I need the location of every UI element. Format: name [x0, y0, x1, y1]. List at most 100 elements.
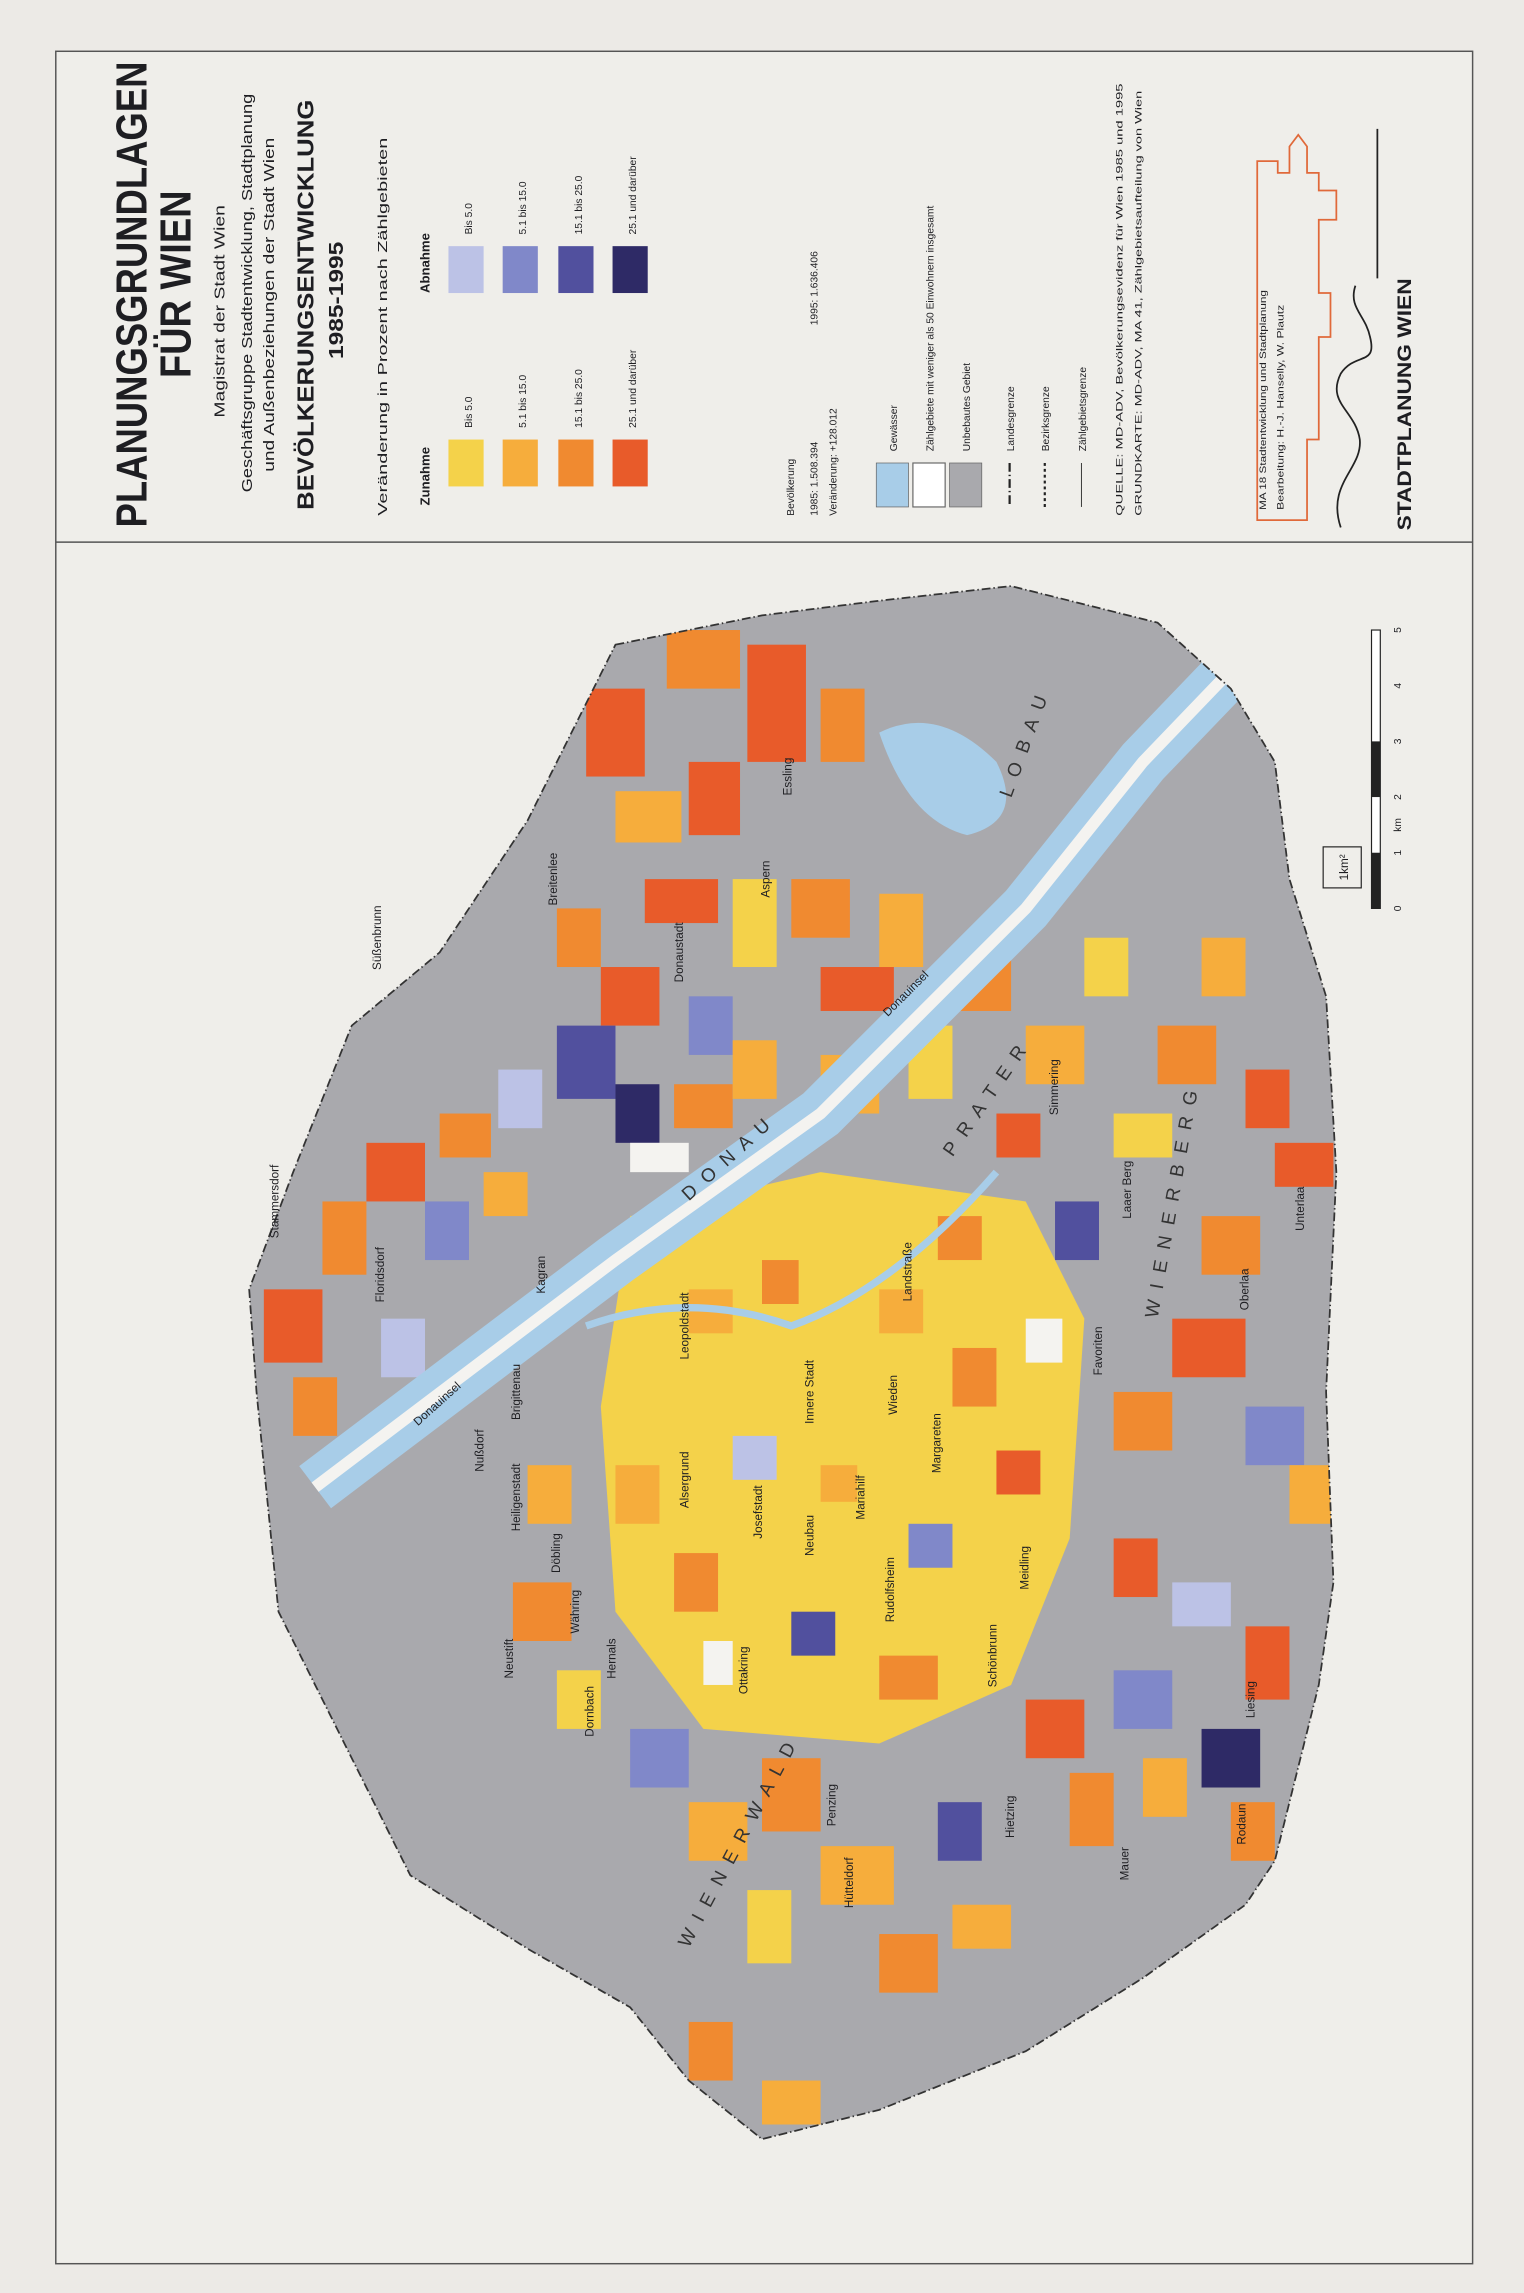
- map-patch: [1230, 1802, 1275, 1861]
- map-patch: [425, 1201, 469, 1261]
- scale-tick: 3: [1393, 738, 1404, 744]
- population-1985: 1985: 1.508.394: [810, 441, 821, 515]
- map-patch: [879, 1934, 938, 1993]
- map-label: Innere Stadt: [803, 1359, 816, 1424]
- legend-label: 25.1 und darüber: [628, 156, 639, 235]
- credit: Bearbeitung: H.-J. Hanselly, W. Plautz: [1276, 304, 1287, 509]
- scale-tick: 0: [1393, 905, 1404, 911]
- map-patch: [791, 879, 850, 938]
- map-label: Essling: [781, 758, 794, 796]
- map: [249, 586, 1337, 2140]
- map-label: Kagran: [535, 1256, 548, 1294]
- title: FÜR WIEN: [152, 190, 201, 378]
- legend-swatch: [448, 439, 484, 487]
- map-patch: [1289, 1465, 1334, 1524]
- map-label: Landstraße: [901, 1242, 914, 1301]
- map-patch: [1322, 846, 1362, 889]
- legend-group: Zunahme: [417, 447, 432, 506]
- map-patch: [747, 644, 806, 762]
- map-patch: [762, 1260, 799, 1305]
- map-patch: [644, 879, 719, 924]
- map-patch: [666, 630, 741, 689]
- population-label: Bevölkerung: [786, 458, 797, 515]
- map-patch: [584, 1169, 1000, 1330]
- map-patch: [820, 1846, 894, 1905]
- map-patch: [732, 1435, 777, 1480]
- map-patch: [762, 1758, 821, 1832]
- map-label: Stammersdorf: [268, 1164, 281, 1238]
- map-patch: [366, 1142, 426, 1202]
- credit: MA 18 Stadtentwicklung und Stadtplanung: [1258, 290, 1269, 510]
- state-border: [248, 585, 1338, 2141]
- source: GRUNDKARTE: MD-ADV, MA 41, Zählgebietsau…: [1133, 91, 1144, 516]
- map-label: Hütteldorf: [843, 1857, 856, 1909]
- symbol-swatch: [949, 462, 983, 508]
- legend-label: Bis 5.0: [464, 203, 475, 235]
- department: und Außenbeziehungen der Stadt Wien: [262, 138, 278, 472]
- map-patch: [498, 1069, 543, 1129]
- map-patch: [879, 893, 924, 968]
- map-patch: [556, 908, 601, 968]
- map-label: Mariahilf: [855, 1475, 868, 1520]
- map-label: Donaustadt: [673, 922, 686, 983]
- footer: STADTPLANUNG WIEN: [1395, 278, 1416, 530]
- signature: [1335, 128, 1379, 528]
- scale-bar: 1km² 0 1 km 2 3 4 5: [1322, 627, 1404, 911]
- legend-label: 5.1 bis 15.0: [518, 181, 529, 234]
- map-patch: [1142, 1758, 1187, 1817]
- symbol-swatch: [912, 462, 946, 508]
- map-patch: [1113, 1391, 1173, 1451]
- map-label: Favoriten: [1092, 1326, 1105, 1375]
- map-patch: [1113, 1670, 1173, 1729]
- map-patch: [293, 1377, 338, 1436]
- map-patch: [1371, 741, 1381, 798]
- map-patch: [1201, 1216, 1261, 1275]
- map-patch: [879, 1289, 924, 1334]
- map-label: Wieden: [887, 1375, 900, 1415]
- map-label: Nußdorf: [474, 1429, 487, 1472]
- map-patch: [381, 1318, 426, 1378]
- map-patch: [1371, 852, 1381, 909]
- map-patch: [732, 879, 777, 968]
- map-patch: [762, 2080, 821, 2125]
- map-patch: [483, 1172, 528, 1217]
- department: Geschäftsgruppe Stadtentwicklung, Stadtp…: [240, 94, 256, 493]
- map-patch: [615, 1084, 660, 1143]
- map-label: Rodaun: [1236, 1804, 1249, 1845]
- map-patch: [674, 1084, 733, 1129]
- map-patch: [791, 1611, 836, 1656]
- map-label: Brigittenau: [510, 1364, 523, 1420]
- logo: [1256, 133, 1338, 522]
- map-patch: [1055, 1201, 1099, 1261]
- map-patch: [263, 1289, 323, 1363]
- map-label: Penzing: [825, 1784, 838, 1826]
- legend-label: 15.1 bis 25.0: [574, 175, 585, 234]
- map-patch: [1274, 1142, 1334, 1187]
- map-label: Alsergrund: [679, 1451, 692, 1508]
- map-label: Josefstadt: [752, 1485, 765, 1539]
- map-label: Rudolfsheim: [884, 1557, 897, 1622]
- legend-label: Bis 5.0: [464, 396, 475, 428]
- map-patch: [1245, 1626, 1290, 1700]
- symbol-label: Gewässer: [889, 405, 900, 452]
- authority: Magistrat der Stadt Wien: [212, 205, 228, 417]
- population-change: Veränderung: +128.012: [829, 408, 840, 516]
- legend-label: 5.1 bis 15.0: [518, 375, 529, 428]
- map-patch: [688, 1802, 748, 1861]
- map-label: Breitenlee: [547, 853, 560, 906]
- scale-tick: 2: [1393, 794, 1404, 800]
- map-patch: [615, 791, 682, 843]
- legend-swatch: [558, 246, 594, 294]
- map-patch: [322, 1201, 367, 1275]
- map-patch: [556, 1670, 601, 1729]
- map-label: Ottakring: [737, 1647, 750, 1695]
- map-label: Döbling: [550, 1533, 563, 1573]
- map-label: Laaer Berg: [1121, 1161, 1134, 1219]
- legend-swatch: [612, 246, 648, 294]
- map-patch: [820, 688, 865, 762]
- map-patch: [703, 1640, 733, 1685]
- map-label: Währing: [569, 1590, 582, 1634]
- map-patch: [615, 1465, 660, 1524]
- map-patch: [879, 722, 1007, 836]
